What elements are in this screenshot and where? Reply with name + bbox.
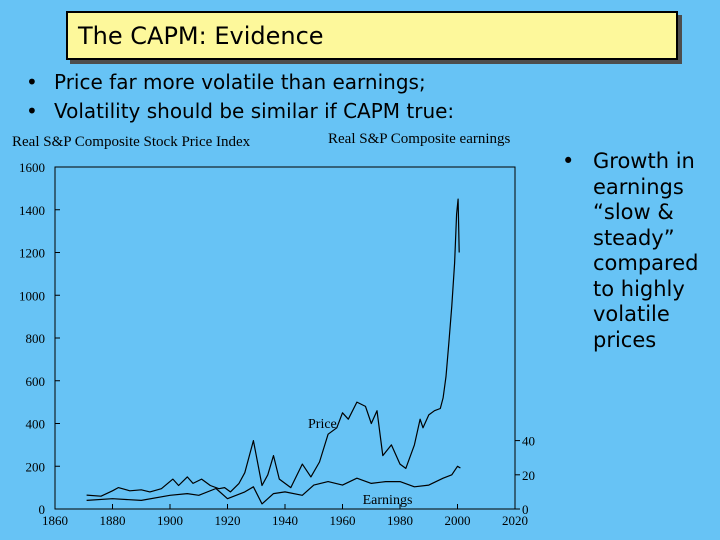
bullet-dot-icon: • — [562, 149, 575, 173]
y-right-tick-label: 0 — [522, 502, 529, 517]
y-left-tick-label: 0 — [39, 502, 46, 517]
chart-title-left: Real S&P Composite Stock Price Index — [12, 134, 251, 150]
bullet-text-2: Volatility should be similar if CAPM tru… — [54, 99, 455, 123]
bullet-item: • Volatility should be similar if CAPM t… — [26, 97, 454, 126]
bullet-dot-icon: • — [26, 70, 38, 94]
earnings-series-label: Earnings — [363, 493, 413, 508]
x-tick-label: 1900 — [157, 513, 183, 528]
x-tick-label: 1980 — [387, 513, 413, 528]
x-tick-label: 1940 — [272, 513, 298, 528]
side-note: • Growth in earnings “slow & steady” com… — [562, 149, 713, 353]
y-left-tick-label: 800 — [26, 331, 46, 346]
slide-title: The CAPM: Evidence — [78, 22, 324, 50]
y-left-tick-label: 1400 — [19, 203, 45, 218]
y-left-tick-label: 200 — [26, 459, 46, 474]
price-line — [86, 198, 460, 497]
x-tick-label: 1960 — [330, 513, 356, 528]
x-tick-label: 1880 — [100, 513, 126, 528]
y-left-tick-label: 600 — [26, 374, 46, 389]
side-note-text: Growth in earnings “slow & steady” compa… — [593, 149, 699, 352]
bullet-text-1: Price far more volatile than earnings; — [54, 70, 426, 94]
y-left-tick-label: 400 — [26, 417, 46, 432]
chart-title-right: Real S&P Composite earnings — [328, 131, 511, 147]
x-tick-label: 1920 — [215, 513, 241, 528]
x-tick-label: 1860 — [42, 513, 68, 528]
x-tick-label: 2020 — [502, 513, 528, 528]
earnings-line — [86, 465, 461, 505]
y-right-tick-label: 40 — [522, 434, 535, 449]
plot-frame — [54, 166, 516, 510]
y-left-tick-label: 1000 — [19, 288, 45, 303]
x-tick-label: 2000 — [445, 513, 471, 528]
bullet-item: • Price far more volatile than earnings; — [26, 68, 454, 97]
bullet-dot-icon: • — [26, 99, 38, 123]
y-left-tick-label: 1600 — [19, 160, 45, 175]
y-right-tick-label: 20 — [522, 468, 535, 483]
title-box: The CAPM: Evidence — [66, 11, 678, 60]
bullet-list: • Price far more volatile than earnings;… — [26, 68, 454, 126]
y-left-tick-label: 1200 — [19, 246, 45, 261]
price-series-label: Price — [308, 417, 337, 432]
